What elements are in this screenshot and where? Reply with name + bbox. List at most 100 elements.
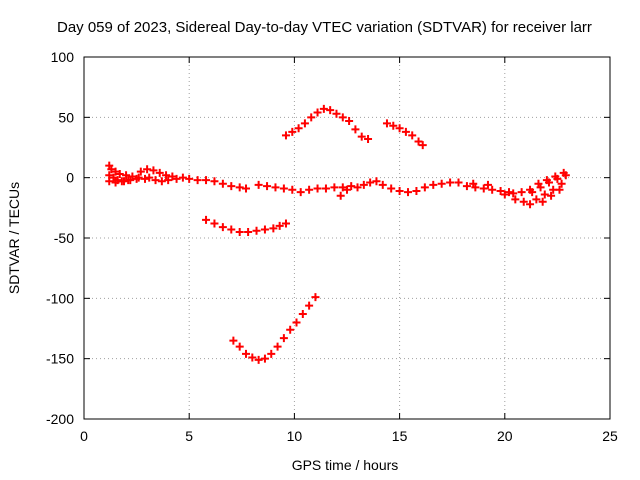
data-point: [124, 176, 133, 185]
data-point: [536, 183, 545, 192]
data-point: [294, 124, 303, 133]
data-point: [260, 225, 269, 234]
data-point: [437, 179, 446, 188]
data-point: [488, 185, 497, 194]
data-point: [382, 119, 391, 128]
data-point: [387, 184, 396, 193]
data-point: [561, 171, 570, 180]
data-point: [412, 186, 421, 195]
data-point: [111, 178, 120, 187]
data-point: [557, 179, 566, 188]
data-point: [505, 188, 514, 197]
data-point: [178, 173, 187, 182]
data-point: [347, 182, 356, 191]
data-point: [235, 227, 244, 236]
data-point: [111, 167, 120, 176]
data-point: [509, 189, 518, 198]
data-point: [107, 165, 116, 174]
data-point: [338, 113, 347, 122]
x-tick-label: 5: [185, 428, 193, 444]
y-axis-label: SDTVAR / TECUs: [6, 182, 22, 294]
data-point: [343, 185, 351, 194]
data-point: [469, 179, 478, 188]
data-point: [202, 215, 211, 224]
data-point: [311, 293, 320, 302]
data-point: [292, 318, 301, 327]
data-point: [260, 354, 269, 363]
series-group: [382, 119, 427, 150]
data-point: [336, 191, 345, 200]
data-point: [389, 121, 398, 130]
data-point: [235, 342, 244, 351]
data-point: [296, 188, 305, 197]
y-tick-label: -100: [46, 290, 74, 306]
data-point: [372, 177, 381, 186]
data-point: [511, 195, 520, 204]
chart-title: Day 059 of 2023, Sidereal Day-to-day VTE…: [57, 19, 592, 36]
data-point: [281, 219, 290, 228]
data-point: [446, 178, 455, 187]
data-point: [429, 180, 438, 189]
data-point: [326, 106, 335, 115]
data-point: [229, 336, 238, 345]
data-point: [218, 179, 227, 188]
data-point: [235, 183, 244, 192]
data-point: [496, 186, 505, 195]
data-point: [395, 186, 404, 195]
series-group: [500, 168, 570, 209]
data-point: [408, 131, 417, 140]
data-point: [269, 224, 278, 233]
data-point: [555, 185, 564, 194]
data-point: [332, 109, 341, 118]
data-point: [172, 174, 181, 183]
data-point: [462, 182, 471, 191]
data-point: [401, 127, 410, 136]
data-point: [319, 104, 328, 113]
data-point: [248, 353, 257, 362]
data-point: [218, 223, 227, 232]
data-point: [359, 180, 368, 189]
data-point: [252, 226, 261, 235]
data-point: [132, 174, 141, 183]
x-tick-label: 0: [80, 428, 88, 444]
data-point: [115, 170, 124, 179]
data-point: [364, 135, 373, 144]
data-point: [105, 177, 114, 186]
data-point: [414, 137, 423, 146]
data-point: [210, 177, 219, 186]
data-point: [454, 178, 463, 187]
data-point: [210, 219, 219, 228]
series-group: [229, 293, 320, 364]
data-point: [479, 184, 488, 193]
data-point: [162, 171, 171, 180]
series-group: [185, 174, 251, 193]
data-point: [164, 176, 173, 185]
data-point: [157, 177, 166, 186]
data-point: [544, 178, 553, 187]
y-tick-label: -200: [46, 411, 74, 427]
y-tick-label: -150: [46, 351, 74, 367]
data-point: [357, 132, 366, 141]
data-point: [298, 310, 307, 319]
data-point: [288, 127, 297, 136]
data-point: [483, 180, 492, 189]
y-tick-label: 50: [58, 109, 74, 125]
series-group: [105, 161, 187, 187]
data-point: [526, 200, 535, 209]
data-point: [517, 188, 526, 197]
plot-frame: [83, 56, 611, 420]
data-point: [540, 190, 549, 199]
data-point: [553, 174, 562, 183]
series-group: [281, 104, 373, 144]
data-point: [404, 188, 413, 197]
data-point: [418, 141, 427, 150]
y-tick-label: 100: [51, 49, 75, 65]
x-tick-label: 10: [287, 428, 303, 444]
data-point: [500, 190, 509, 199]
data-point: [275, 221, 284, 230]
data-point: [281, 131, 290, 140]
series-group: [202, 215, 290, 236]
data-point: [528, 188, 537, 197]
data-point: [538, 197, 547, 206]
